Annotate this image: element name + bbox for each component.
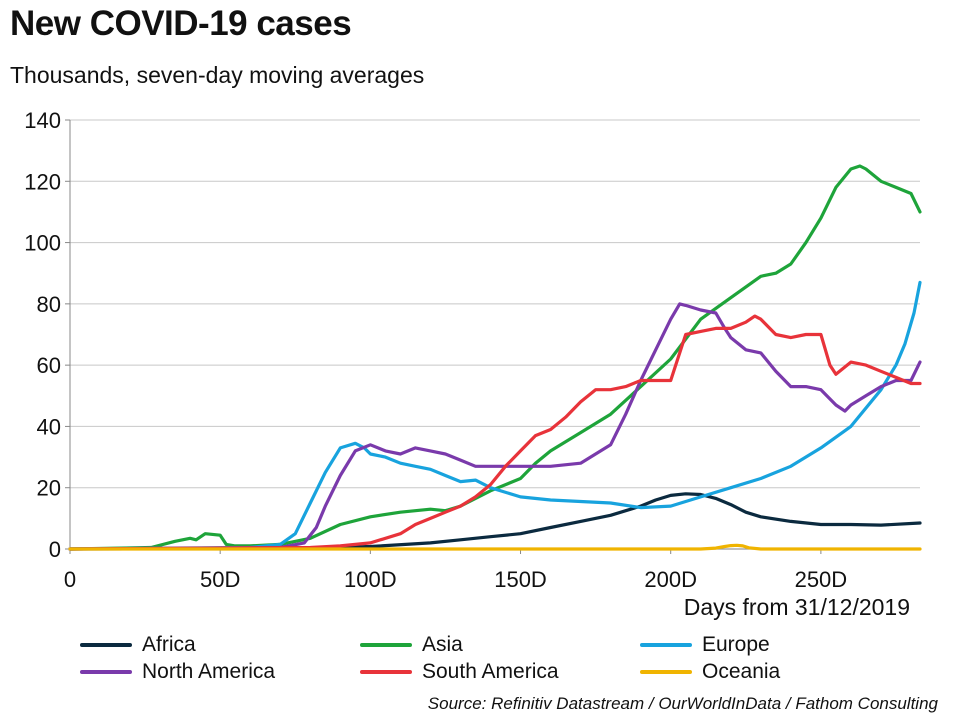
grid-lines: [70, 119, 920, 489]
y-tick-label: 100: [24, 231, 61, 256]
legend-label: South America: [422, 660, 559, 683]
x-axis-label: Days from 31/12/2019: [683, 594, 910, 620]
y-tick-label: 80: [37, 292, 61, 317]
series-line-asia: [68, 164, 922, 551]
y-tick-label: 140: [24, 108, 61, 133]
y-tick-label: 60: [37, 353, 61, 378]
chart-subtitle: Thousands, seven-day moving averages: [10, 62, 425, 88]
x-tick-label: 100D: [344, 567, 397, 592]
y-tick-label: 120: [24, 169, 61, 194]
y-tick-label: 20: [37, 476, 61, 501]
series-lines: [68, 164, 922, 551]
legend-item: North America: [80, 659, 275, 685]
legend-label: Oceania: [702, 660, 781, 683]
legend-item: Asia: [360, 632, 463, 658]
line-chart: 0 20 40 60 80 100 120 140 0 50D 100D 150D 200D 250D: [24, 108, 922, 592]
legend-item: Europe: [640, 632, 770, 658]
legend-item: South America: [360, 659, 559, 685]
series-line-north-america: [68, 302, 922, 551]
legend-swatch: [80, 643, 132, 647]
legend-swatch: [360, 670, 412, 674]
series-line-south-america: [68, 314, 922, 551]
x-tick-label: 0: [64, 567, 76, 592]
y-tick-label: 0: [49, 537, 61, 562]
source-note: Source: Refinitiv Datastream / OurWorldI…: [427, 694, 938, 713]
chart-title: New COVID-19 cases: [10, 4, 352, 43]
legend-label: Asia: [422, 633, 463, 656]
legend-label: North America: [142, 660, 276, 683]
legend-swatch: [360, 643, 412, 647]
legend-swatch: [640, 643, 692, 647]
x-tick-label: 250D: [795, 567, 848, 592]
legend-item: Oceania: [640, 659, 780, 685]
x-tick-label: 200D: [644, 567, 697, 592]
series-line-africa: [68, 492, 922, 551]
tick-labels: 0 20 40 60 80 100 120 140 0 50D 100D 150D 200D 250D: [24, 108, 847, 592]
x-tick-label: 150D: [494, 567, 547, 592]
series-line-oceania: [68, 543, 922, 551]
legend-swatch: [640, 670, 692, 674]
series-line-europe: [68, 280, 922, 551]
legend-label: Europe: [702, 633, 770, 656]
x-tick-label: 50D: [200, 567, 240, 592]
legend-label: Africa: [142, 633, 196, 656]
legend-swatch: [80, 670, 132, 674]
y-tick-label: 40: [37, 414, 61, 439]
legend-item: Africa: [80, 632, 196, 658]
